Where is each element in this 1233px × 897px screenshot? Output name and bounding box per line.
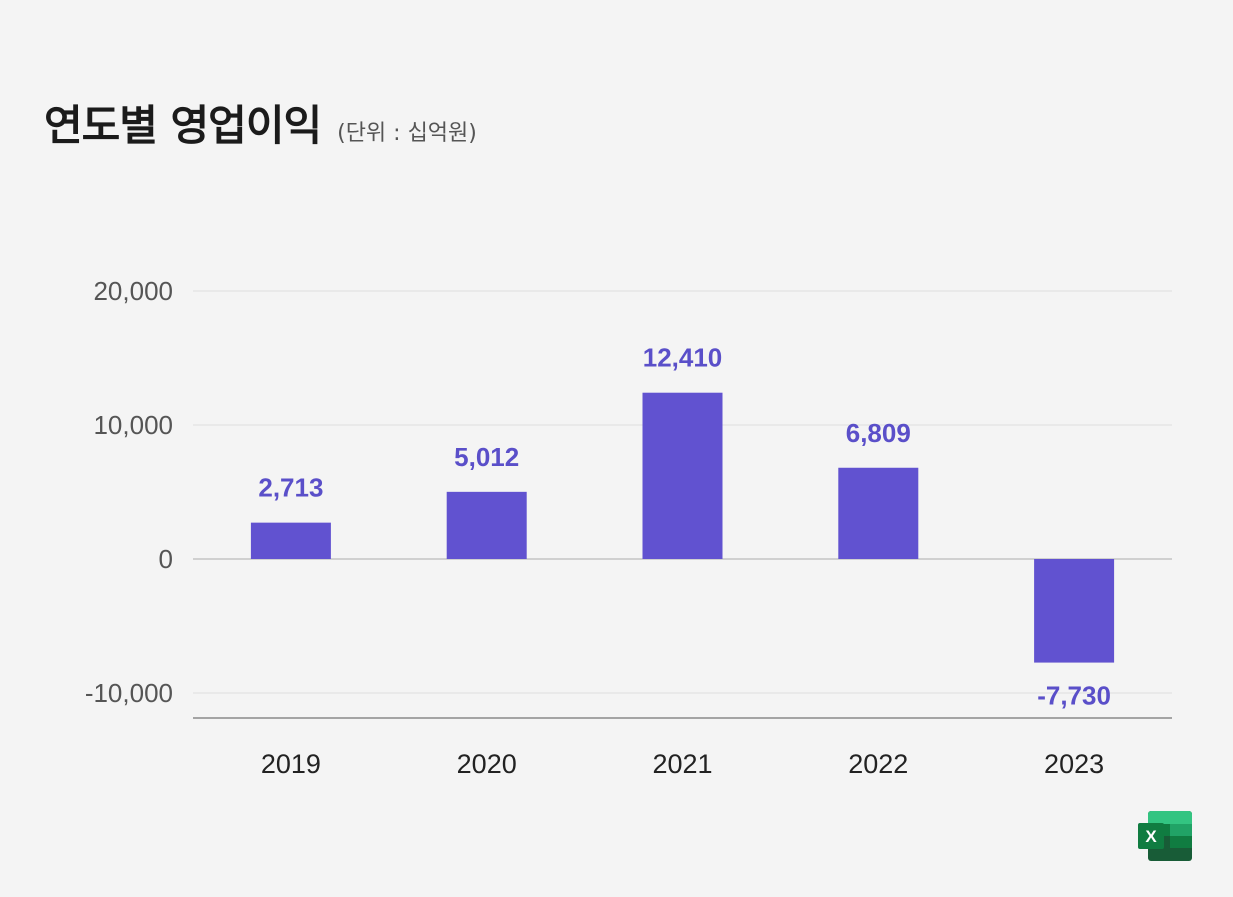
data-label: 2,713 bbox=[258, 473, 323, 503]
excel-icon-letter: X bbox=[1145, 827, 1157, 846]
x-tick-label: 2019 bbox=[261, 749, 321, 779]
data-label: 5,012 bbox=[454, 442, 519, 472]
y-tick-label: 0 bbox=[159, 544, 173, 574]
excel-icon: X bbox=[1138, 811, 1192, 861]
bar bbox=[642, 392, 723, 559]
x-tick-label: 2020 bbox=[457, 749, 517, 779]
data-label: 6,809 bbox=[846, 418, 911, 448]
data-label: -7,730 bbox=[1037, 681, 1111, 711]
chart-unit-label: (단위 : 십억원) bbox=[337, 121, 477, 146]
x-tick-label: 2022 bbox=[848, 749, 908, 779]
chart-header: 연도별 영업이익 (단위 : 십억원) bbox=[44, 92, 477, 153]
data-label: 12,410 bbox=[643, 343, 723, 373]
bar bbox=[446, 491, 527, 559]
x-tick-label: 2023 bbox=[1044, 749, 1104, 779]
bar bbox=[250, 522, 331, 559]
chart-title: 연도별 영업이익 bbox=[44, 101, 322, 150]
bar bbox=[1034, 559, 1115, 663]
bar bbox=[838, 467, 919, 559]
y-tick-label: 10,000 bbox=[93, 410, 173, 440]
x-tick-label: 2021 bbox=[652, 749, 712, 779]
y-tick-label: -10,000 bbox=[85, 678, 173, 708]
y-tick-label: 20,000 bbox=[93, 276, 173, 306]
